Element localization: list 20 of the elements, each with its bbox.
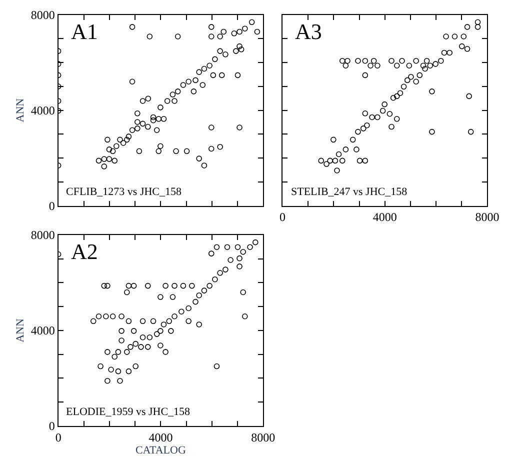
y-axis-title: ANN [14, 98, 27, 122]
x-tick-label: 0 [279, 210, 286, 224]
x-tick-label: 8000 [251, 430, 276, 444]
annotation: A1 [71, 19, 98, 44]
y-tick-label: 0 [48, 419, 55, 434]
annotation: A2 [71, 239, 98, 264]
annotation: A3 [295, 19, 322, 44]
x-tick-label: 4000 [372, 210, 397, 224]
x-tick-label: 8000 [475, 210, 500, 224]
y-tick-label: 4000 [30, 103, 55, 118]
y-tick-label: 8000 [30, 228, 55, 242]
x-tick-label: 4000 [148, 430, 173, 444]
y-tick-label: 8000 [30, 8, 55, 22]
annotation: ELODIE_1959 vs JHC_158 [66, 406, 191, 418]
y-axis-title: ANN [14, 318, 27, 342]
x-axis-title: CATALOG [135, 444, 186, 457]
y-tick-label: 4000 [30, 324, 55, 338]
annotation: STELIB_247 vs JHC_158 [291, 186, 408, 198]
y-tick-label: 0 [48, 199, 55, 214]
annotation: CFLIB_1273 vs JHC_158 [66, 186, 182, 198]
